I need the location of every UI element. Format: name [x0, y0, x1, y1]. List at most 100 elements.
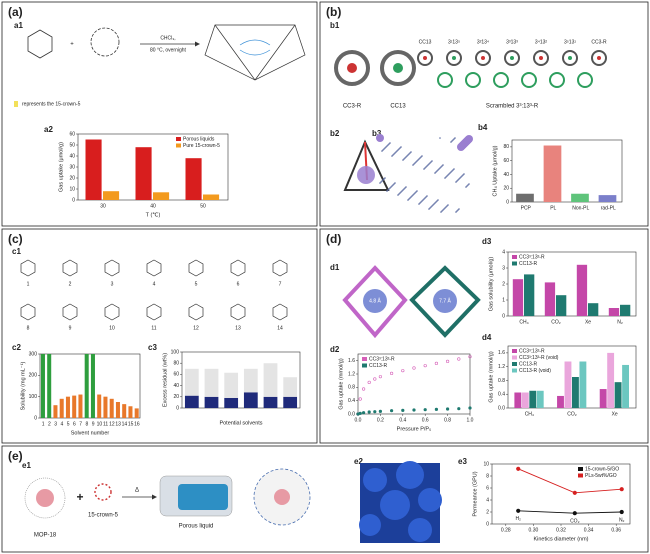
bar	[579, 361, 587, 408]
gas-dot	[435, 171, 437, 173]
cage-name: CC13	[419, 39, 432, 45]
gas-dot	[399, 147, 401, 149]
bar	[103, 396, 108, 418]
y-axis-label: Excess residual (wt%)	[162, 353, 168, 407]
bar	[598, 195, 617, 202]
point	[401, 408, 405, 412]
gas-dot	[455, 181, 457, 183]
gas-dot	[455, 211, 457, 213]
x-tick-label: 0.8	[444, 417, 451, 423]
y-tick-label: 2	[486, 509, 489, 515]
cage-icon	[475, 50, 491, 66]
panel-label: (d)	[326, 232, 341, 246]
gas-dot	[384, 147, 386, 149]
gas-dot	[380, 181, 382, 183]
gas-dot	[460, 176, 462, 178]
gas-dot	[456, 180, 458, 182]
cage-name: CC13	[390, 104, 406, 110]
panel-label: (b)	[326, 5, 341, 19]
x-axis-label: Potential solvents	[219, 420, 262, 426]
gas-dot	[399, 192, 401, 194]
x-tick-label: CH₄	[519, 319, 528, 325]
molecule-number: 10	[109, 325, 115, 331]
gas-dot	[396, 150, 398, 152]
gas-dot	[407, 199, 409, 201]
legend-swatch	[362, 357, 367, 361]
x-axis-label: Kinetics diameter (nm)	[533, 536, 588, 542]
plus: +	[76, 490, 83, 504]
gas-dot	[462, 174, 464, 176]
x-tick-label: 0.0	[355, 417, 362, 423]
gas-dot	[392, 184, 394, 186]
molecule	[62, 259, 78, 277]
point	[378, 375, 383, 379]
bar	[97, 394, 102, 418]
annotation: H₂	[515, 516, 521, 522]
y-tick-label: 0	[34, 415, 37, 421]
gas-dot	[428, 163, 430, 165]
gas-dot	[424, 197, 426, 199]
panel-frame	[1, 228, 318, 444]
x-tick-label: 7	[79, 421, 82, 427]
gas-dot	[402, 189, 404, 191]
gas-dot	[441, 210, 443, 212]
gas-dot	[431, 205, 433, 207]
gas-dot	[416, 190, 418, 192]
molecule-number: 9	[69, 325, 72, 331]
gas-dot	[457, 209, 459, 211]
legend-label: PLs-5wt%/GO	[585, 473, 617, 479]
y-tick-label: 6	[486, 485, 489, 491]
gas-dot	[430, 161, 432, 163]
gas-dot	[397, 149, 399, 151]
gas-dot	[398, 148, 400, 150]
x-tick-label: 11	[103, 421, 108, 427]
legend-label: 15-crown-5/GO	[585, 466, 619, 472]
y-tick-label: 1.6	[348, 358, 355, 364]
sub-label: b4	[478, 123, 488, 132]
bar	[103, 191, 120, 200]
y-tick-label: 0	[72, 197, 75, 203]
gas-dot	[449, 172, 451, 174]
bar	[607, 352, 615, 408]
bar	[512, 279, 524, 316]
x-tick-label: 40	[150, 203, 156, 209]
pore-network	[359, 461, 442, 543]
x-tick-label: CH₄	[525, 411, 534, 417]
gas-dot	[384, 177, 386, 179]
gas-dot	[461, 175, 463, 177]
gas-dot	[376, 134, 384, 142]
sub-label: c3	[148, 343, 157, 352]
cage-atom	[481, 56, 485, 60]
bar-segment	[243, 368, 258, 393]
legend-swatch	[176, 137, 181, 141]
gas-dot	[422, 199, 424, 201]
bar	[608, 308, 620, 316]
y-tick-label: 1.2	[498, 364, 505, 370]
gas-dot	[403, 158, 405, 160]
y-axis-label: Permeance (GPU)	[472, 471, 478, 516]
bar	[588, 303, 599, 316]
cage-icon	[533, 50, 549, 66]
gas-dot	[421, 200, 423, 202]
panel-frame	[319, 1, 649, 227]
gas-dot	[434, 172, 436, 174]
y-tick-label: 1.6	[498, 350, 505, 356]
molecule-number: 4	[153, 281, 156, 287]
gas-dot	[447, 174, 449, 176]
molecule	[62, 303, 78, 321]
x-tick-label: 1.0	[467, 417, 474, 423]
x-tick-label: 15	[128, 421, 134, 427]
point	[572, 511, 577, 516]
gas-dot	[405, 186, 407, 188]
legend-swatch	[512, 362, 517, 366]
molecule-number: 8	[27, 325, 30, 331]
legend-label: CC13-R	[519, 361, 537, 367]
gas-dot	[421, 155, 423, 157]
gas-dot	[409, 197, 411, 199]
caption: Porous liquid	[179, 524, 214, 530]
sub-label: c1	[12, 247, 21, 256]
aldehyde	[27, 29, 53, 59]
molecule	[146, 303, 162, 321]
gas-dot	[386, 145, 388, 147]
